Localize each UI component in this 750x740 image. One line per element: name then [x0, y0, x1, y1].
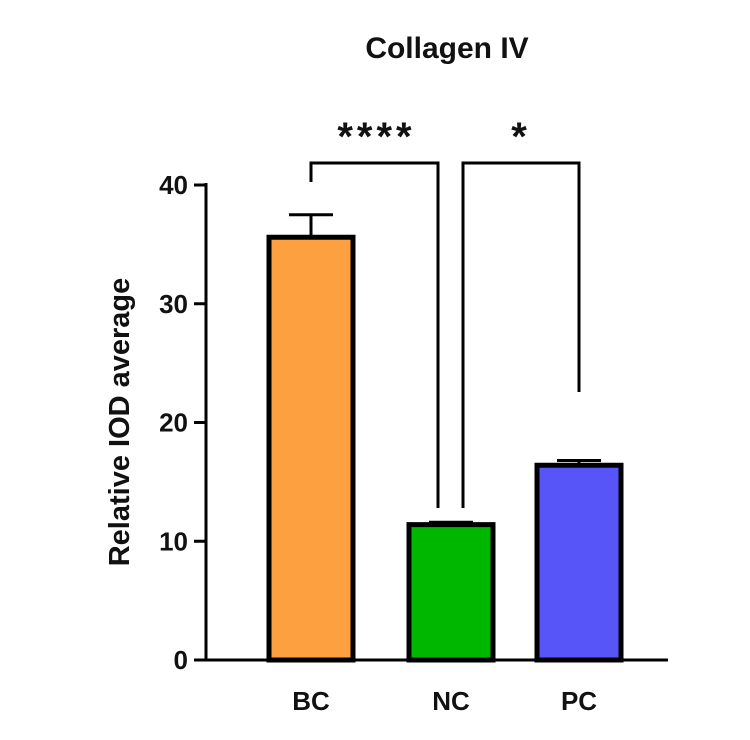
x-tick-label: NC — [432, 686, 470, 716]
y-axis: 0 10 20 30 40 — [159, 170, 208, 675]
significance-bracket-bc-nc — [309, 161, 440, 508]
y-axis-title: Relative IOD average — [104, 278, 136, 567]
significance-label-nc-pc: * — [511, 115, 531, 159]
x-axis: BC NC PC — [204, 658, 668, 716]
y-tick-label: 10 — [159, 526, 188, 556]
y-tick-label: 20 — [159, 408, 188, 438]
significance-brackets: **** * — [309, 115, 581, 508]
y-tick-label: 0 — [174, 645, 188, 675]
bar-nc — [406, 522, 496, 663]
y-tick-label: 40 — [159, 170, 188, 200]
chart-title: Collagen IV — [365, 32, 528, 65]
bar-bc — [266, 234, 356, 663]
significance-bracket-nc-pc — [461, 161, 581, 508]
x-tick-label: BC — [292, 686, 330, 716]
y-tick-label: 30 — [159, 289, 188, 319]
x-tick-label: PC — [561, 686, 597, 716]
significance-label-bc-nc: **** — [337, 115, 415, 159]
bars — [266, 213, 624, 663]
bar-pc — [534, 462, 624, 663]
